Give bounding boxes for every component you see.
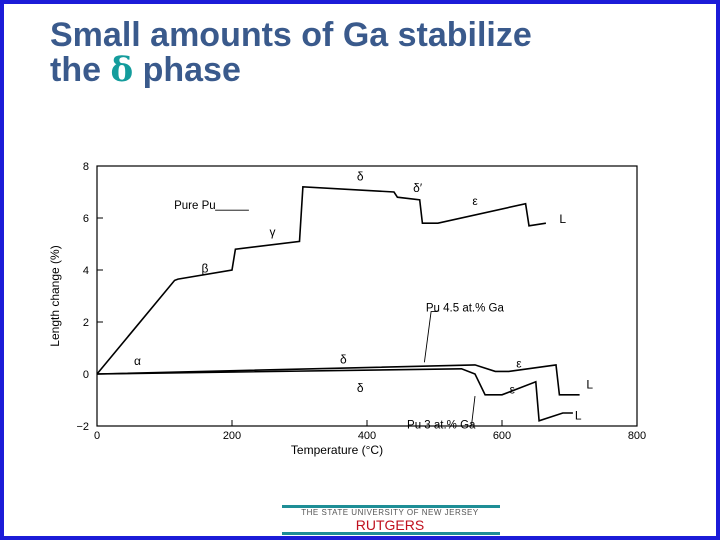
x-tick-label: 600 — [493, 430, 511, 442]
footer-bar-top — [282, 505, 500, 508]
phase-label: ε — [509, 383, 515, 397]
phase-label: ε — [472, 194, 478, 208]
dilatometry-chart: 0 200 400 600 800 −2 0 2 4 6 8 Temperature (°C) Leng… — [42, 154, 664, 472]
university-name: THE STATE UNIVERSITY OF NEW JERSEY — [301, 508, 479, 517]
y-tick-label: 2 — [83, 317, 89, 329]
y-tick-label: 8 — [83, 161, 89, 173]
series-label: Pu 3 at.% Ga — [407, 420, 476, 432]
series-line-pu-4-5-ga-line — [96, 363, 580, 396]
slide-title: Small amounts of Ga stabilize the δ phas… — [50, 18, 532, 88]
y-axis-label: Length change (%) — [48, 245, 62, 346]
phase-label: ε — [516, 357, 522, 371]
series-line-pure-pu-line — [96, 185, 547, 375]
series-line-pu-3-ga-line — [96, 367, 573, 422]
x-tick-label: 200 — [223, 430, 241, 442]
phase-label: β — [202, 262, 209, 276]
y-tick-label: 4 — [83, 265, 89, 277]
phase-label: L — [586, 377, 593, 391]
rutgers-wordmark: RUTGERS — [355, 517, 425, 533]
title-line-2-suffix: phase — [133, 51, 241, 89]
phase-label: L — [575, 409, 582, 423]
y-tick-label: −2 — [76, 421, 89, 433]
phase-label: δ′ — [413, 181, 423, 195]
phase-label: γ — [270, 225, 276, 239]
phase-label: δ — [357, 381, 364, 395]
series-label: Pure Pu — [174, 200, 216, 212]
x-axis-label: Temperature (°C) — [291, 443, 383, 457]
title-line-1: Small amounts of Ga stabilize — [50, 16, 532, 54]
title-line-2-prefix: the — [50, 51, 111, 89]
footer-bar-bottom — [282, 532, 500, 535]
phase-label: δ — [357, 169, 364, 183]
chart-svg: 0 200 400 600 800 −2 0 2 4 6 8 Temperature (°C) Leng… — [48, 161, 646, 457]
footer-logo: THE STATE UNIVERSITY OF NEW JERSEY RUTGE… — [278, 502, 502, 536]
phase-label: L — [559, 212, 566, 226]
y-tick-label: 6 — [83, 213, 89, 225]
label-leader-line — [423, 311, 438, 363]
phase-label: α — [134, 354, 141, 368]
series-label: Pu 4.5 at.% Ga — [426, 303, 505, 315]
x-tick-label: 400 — [358, 430, 376, 442]
x-tick-label: 0 — [94, 430, 100, 442]
x-tick-label: 800 — [628, 430, 646, 442]
y-tick-label: 0 — [83, 369, 89, 381]
phase-label: δ — [340, 353, 347, 367]
label-leader-line — [471, 396, 476, 425]
title-delta-symbol: δ — [110, 50, 134, 90]
